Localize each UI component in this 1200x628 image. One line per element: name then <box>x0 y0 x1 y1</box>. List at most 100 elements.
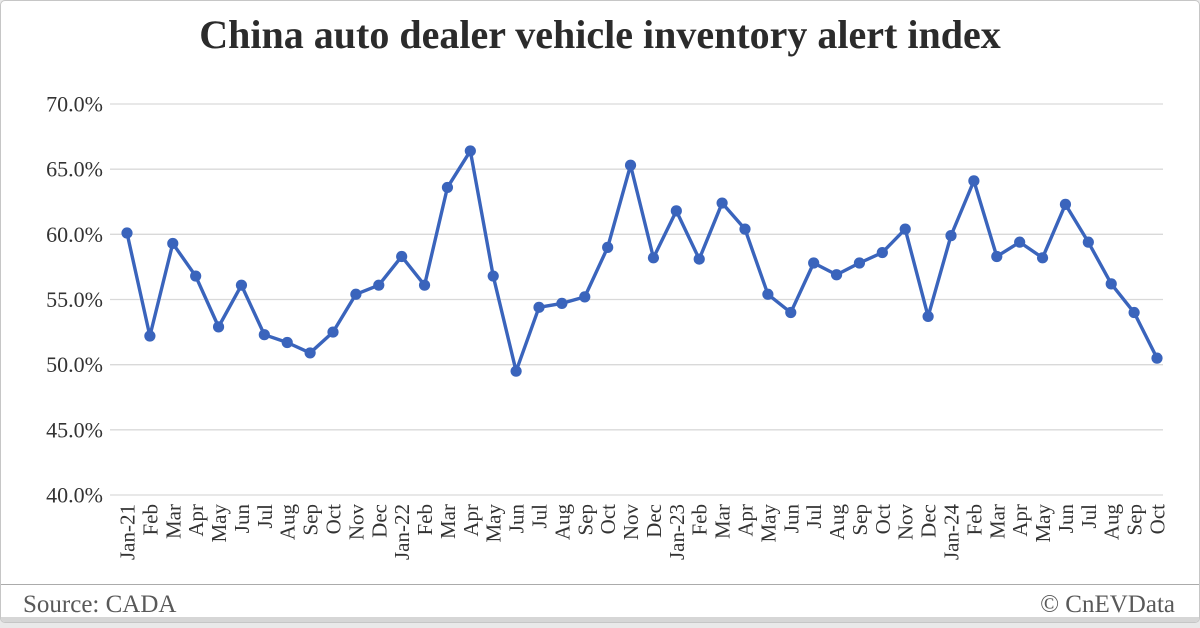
x-tick-label: Jun <box>230 504 254 534</box>
y-tick-label: 40.0% <box>46 483 103 508</box>
x-tick-label: Jan-21 <box>116 504 140 560</box>
data-point <box>396 250 408 263</box>
data-point <box>1082 236 1094 248</box>
data-point <box>418 279 431 291</box>
data-point <box>785 306 797 319</box>
x-tick-label: Nov <box>344 504 368 541</box>
x-tick-label: Dec <box>367 504 391 538</box>
data-point <box>235 279 248 291</box>
data-point <box>945 230 957 242</box>
data-point <box>121 227 133 239</box>
data-point <box>1128 306 1140 319</box>
data-point <box>464 145 476 157</box>
data-point <box>968 175 980 187</box>
footer-divider <box>1 584 1199 585</box>
data-point <box>350 288 362 300</box>
data-point <box>830 269 843 281</box>
y-tick-label: 55.0% <box>46 287 103 312</box>
data-point <box>899 223 911 235</box>
x-tick-label: Aug <box>550 504 574 541</box>
data-point <box>922 310 934 323</box>
data-point <box>739 223 751 235</box>
data-point <box>510 365 522 377</box>
x-tick-label: Oct <box>322 504 346 534</box>
data-point <box>487 270 499 282</box>
x-tick-label: Mar <box>436 504 460 539</box>
data-point <box>212 321 225 333</box>
x-tick-label: Feb <box>138 504 162 536</box>
data-line <box>125 149 1159 373</box>
data-point <box>327 326 339 338</box>
bottom-edge-strip <box>1 617 1199 622</box>
source-label: Source: CADA <box>23 591 177 618</box>
x-tick-label: May <box>756 504 780 543</box>
x-tick-label: Nov <box>619 504 643 541</box>
x-tick-label: May <box>207 504 231 543</box>
data-point <box>693 253 705 265</box>
data-point <box>716 197 728 209</box>
data-point <box>762 288 774 300</box>
x-tick-label: Jul <box>253 504 277 529</box>
data-point <box>1014 236 1026 248</box>
x-tick-label: Sep <box>1123 504 1147 536</box>
x-tick-label: Apr <box>1008 504 1032 537</box>
x-tick-label: May <box>482 504 506 543</box>
data-point <box>167 237 179 250</box>
x-tick-label: Apr <box>459 504 483 537</box>
x-tick-label: Oct <box>596 504 620 534</box>
x-tick-label: Aug <box>1100 504 1124 541</box>
data-point <box>281 336 293 349</box>
x-tick-label: Jun <box>1054 504 1078 534</box>
x-tick-label: Aug <box>825 504 849 541</box>
x-tick-label: Dec <box>642 504 666 538</box>
x-tick-label: Feb <box>962 504 986 536</box>
x-tick-label: Apr <box>184 504 208 537</box>
x-tick-label: Mar <box>985 504 1009 539</box>
data-point <box>579 291 591 303</box>
x-tick-label: Jan-23 <box>665 504 689 560</box>
y-tick-label: 45.0% <box>46 417 103 442</box>
x-tick-label: Sep <box>299 504 323 536</box>
chart-title: China auto dealer vehicle inventory aler… <box>199 12 1001 57</box>
data-point <box>991 250 1003 263</box>
x-tick-label: Jul <box>528 504 552 529</box>
x-tick-label: Jun <box>779 504 803 534</box>
data-point <box>876 246 888 259</box>
x-tick-label: Oct <box>871 504 895 534</box>
data-point <box>1036 252 1049 264</box>
x-tick-label: Apr <box>734 504 758 537</box>
credit-label: © CnEVData <box>1040 591 1175 618</box>
data-point <box>1151 352 1163 364</box>
data-point <box>624 159 637 171</box>
data-point <box>853 257 866 269</box>
y-tick-label: 65.0% <box>46 157 103 182</box>
x-tick-label: Jan-22 <box>390 504 414 560</box>
x-tick-label: Jun <box>505 504 529 534</box>
x-tick-label: Jan-24 <box>940 504 964 560</box>
data-point <box>373 279 385 291</box>
data-point <box>258 329 270 341</box>
y-tick-label: 70.0% <box>46 92 103 117</box>
data-point <box>441 181 454 194</box>
data-point <box>533 301 545 313</box>
data-point <box>1105 278 1117 290</box>
x-tick-label: Feb <box>688 504 712 536</box>
x-tick-label: Nov <box>894 504 918 541</box>
x-tick-label: Mar <box>161 504 185 539</box>
data-point <box>670 205 682 217</box>
data-point <box>556 297 568 310</box>
x-tick-label: Dec <box>917 504 941 538</box>
y-tick-label: 50.0% <box>46 352 103 377</box>
x-tick-label: Sep <box>573 504 597 536</box>
x-tick-label: Mar <box>711 504 735 539</box>
x-tick-label: Jul <box>802 504 826 529</box>
data-point <box>190 270 202 282</box>
data-point <box>808 257 820 269</box>
x-tick-label: Feb <box>413 504 437 536</box>
data-point <box>1059 198 1072 210</box>
y-tick-label: 60.0% <box>46 222 103 247</box>
data-point <box>144 330 156 342</box>
